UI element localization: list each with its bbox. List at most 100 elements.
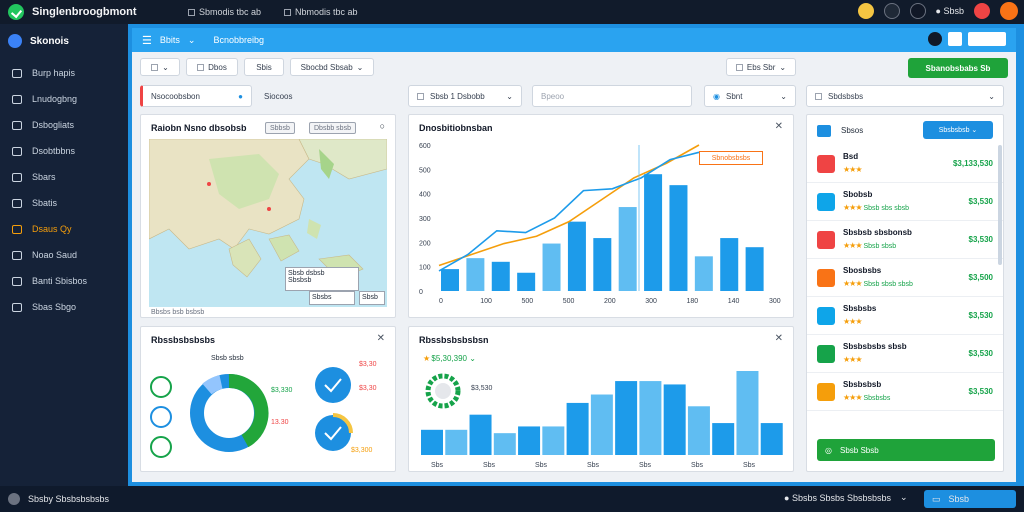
- y-tick-label: 100: [419, 265, 431, 272]
- bar: [466, 258, 485, 291]
- primary-action-button[interactable]: Sbanobsbabs Sb: [908, 58, 1008, 78]
- item-sub: ★★★: [843, 317, 862, 326]
- list-item[interactable]: Sbobsb ★★★ Sbsb sbs sbsb $3,530: [807, 183, 1003, 221]
- sidebar-item-0[interactable]: Burp hapis: [0, 62, 128, 84]
- x-tick-label: 500: [522, 298, 534, 305]
- list-item[interactable]: Sbsbsb sbsbonsb ★★★ Sbsb sbsb $3,530: [807, 221, 1003, 259]
- item-icon: [817, 193, 835, 211]
- item-icon: [817, 345, 835, 363]
- item-icon: [817, 307, 835, 325]
- close-icon[interactable]: ✕: [774, 333, 783, 344]
- calendar-icon[interactable]: [948, 32, 962, 46]
- sidebar-item-7[interactable]: Noao Saud: [0, 244, 128, 266]
- link-icon: [12, 276, 22, 286]
- sidebar-header[interactable]: Skonois: [0, 24, 128, 58]
- menu-label[interactable]: Bbits: [159, 35, 180, 45]
- list-item[interactable]: Sbsbsbsb ★★★ Sbsbsbs $3,530: [807, 373, 1003, 411]
- top-link-2[interactable]: Nbmodis tbc ab: [284, 7, 358, 17]
- chevron-down-icon: ⌄: [780, 91, 787, 101]
- sidebar-item-4[interactable]: Sbars: [0, 166, 128, 188]
- chart-icon: [12, 94, 22, 104]
- camera-icon[interactable]: [928, 32, 942, 46]
- item-name: Sbsbsb sbsbonsb: [843, 228, 912, 237]
- list-item[interactable]: Sbsbsbsbs sbsb ★★★ $3,530: [807, 335, 1003, 373]
- tab-2[interactable]: Siocoos: [264, 91, 293, 101]
- list-item[interactable]: Sbosbsbs ★★★ Sbsb sbsb sbsb $3,500: [807, 259, 1003, 297]
- item-value: $3,530: [968, 311, 993, 320]
- map-chip-2[interactable]: Dbsbb sbsb: [309, 122, 356, 134]
- doc-icon: [12, 120, 22, 130]
- sidebar-item-5[interactable]: Sbatis: [0, 192, 128, 214]
- sidebar-item-8[interactable]: Banti Sbisbos: [0, 270, 128, 292]
- filter-dropdown-2[interactable]: ◉ Sbnt ⌄: [704, 85, 796, 107]
- footer-button[interactable]: ▭ Sbsb: [924, 490, 1016, 508]
- search-input[interactable]: Bpeoo: [532, 85, 692, 107]
- bar-chart-legend[interactable]: ★ $5,30,390 ⌄: [423, 354, 476, 363]
- toolbar: ⌄ Dbos Sbis Sbocbd Sbsab ⌄ Ebs Sbr ⌄ Sba…: [132, 52, 1016, 82]
- filter-row: Nsocoobsbon ● Siocoos Sbsb 1 Dsbobb ⌄ Bpeo…: [132, 85, 1016, 109]
- top-link-1[interactable]: Sbmodis tbc ab: [188, 7, 261, 17]
- content-area: ⌄ Dbos Sbis Sbocbd Sbsab ⌄ Ebs Sbr ⌄ Sba…: [132, 52, 1016, 482]
- rating-icon: ★★★: [843, 203, 862, 212]
- bar: [421, 429, 443, 455]
- x-tick-label: Sbs: [535, 462, 548, 469]
- sidebar-item-2[interactable]: Dsbogliats: [0, 114, 128, 136]
- view-toggle-button[interactable]: ⌄: [140, 58, 180, 76]
- item-name: Sbsbsbsb: [843, 380, 882, 389]
- close-icon[interactable]: ✕: [774, 121, 783, 132]
- breadcrumb[interactable]: Bcnobbreibg: [213, 35, 264, 45]
- chevron-down-icon[interactable]: ⌄: [900, 492, 908, 502]
- user-name[interactable]: ● Sbsb: [935, 6, 964, 16]
- sidebar-item-1[interactable]: Lnudogbng: [0, 88, 128, 110]
- help-icon[interactable]: [8, 493, 20, 505]
- item-value: $3,530: [968, 235, 993, 244]
- list-item[interactable]: Bsd ★★★ $3,133,530: [807, 145, 1003, 183]
- world-map[interactable]: Sbsb dsbsb Sbsbsb Sbsbs Sbsb: [149, 139, 387, 307]
- chevron-down-icon[interactable]: ⌄: [187, 34, 196, 45]
- menu-icon[interactable]: ☰: [142, 34, 152, 47]
- x-tick-label: Sbs: [639, 462, 652, 469]
- toolbar-button-1[interactable]: Dbos: [186, 58, 238, 76]
- filter-dropdown-3[interactable]: Sbdsbsbs ⌄: [806, 85, 1004, 107]
- share-control[interactable]: [968, 32, 1006, 46]
- list-filter-pill[interactable]: Sbsbsbsb ⌄: [923, 121, 993, 139]
- emoji-icon[interactable]: [857, 3, 874, 19]
- bar-chart-value: $3,530: [471, 385, 493, 392]
- sidebar-item-6[interactable]: Dsaus Qy: [0, 218, 128, 240]
- bar-chart: Sbs Sbs Sbs Sbs Sbs Sbs Sbs: [421, 371, 783, 469]
- list-panel: Sbsos Sbsbsbsb ⌄ Bsd ★★★ $3,133,530 Sbobsb…: [806, 114, 1004, 472]
- map-chip-1[interactable]: Sbbsb: [265, 122, 295, 134]
- sidebar-item-label: Dsbogliats: [32, 120, 75, 130]
- x-tick-label: 140: [728, 298, 740, 305]
- lock-icon: [735, 63, 743, 71]
- bar: [567, 221, 586, 291]
- list-item[interactable]: Sbsbsbs ★★★ $3,530: [807, 297, 1003, 335]
- sidebar-item-9[interactable]: Sbas Sbgo: [0, 296, 128, 318]
- bar: [720, 238, 739, 291]
- tab-active[interactable]: Nsocoobsbon ●: [140, 85, 252, 107]
- toolbar-button-2[interactable]: Sbis: [244, 58, 284, 76]
- filter-dropdown-1[interactable]: Sbsb 1 Dsbobb ⌄: [408, 85, 522, 107]
- donut-value-5: $3,300: [351, 447, 373, 454]
- avatar[interactable]: [1000, 2, 1018, 20]
- scrollbar[interactable]: [998, 145, 1002, 265]
- list-panel-button[interactable]: ◎ Sbsb Sbsb: [817, 439, 995, 461]
- line-chart: 600 500 400 300 200 100 0 0 100 500 500 200 300 180 14…: [419, 143, 781, 305]
- bar: [469, 414, 492, 455]
- close-icon[interactable]: ✕: [376, 333, 385, 344]
- rating-icon: ★★★: [843, 393, 862, 402]
- toolbar-dropdown[interactable]: Sbocbd Sbsab ⌄: [290, 58, 374, 76]
- item-name: Sbosbsbs: [843, 266, 882, 275]
- refresh-icon[interactable]: ○: [379, 121, 385, 131]
- bar: [518, 426, 541, 455]
- x-tick-label: Sbs: [483, 462, 496, 469]
- alert-icon[interactable]: [974, 3, 990, 19]
- notification-icon[interactable]: [909, 3, 926, 19]
- sidebar-item-label: Lnudogbng: [32, 94, 78, 104]
- rating-icon: ★★★: [843, 279, 862, 288]
- chart-callout: Sbnobsbsbs: [699, 151, 763, 165]
- sidebar-item-3[interactable]: Dsobtbbns: [0, 140, 128, 162]
- refresh-icon[interactable]: [883, 3, 900, 19]
- toolbar-right-dropdown[interactable]: Ebs Sbr ⌄: [726, 58, 796, 76]
- x-tick-label: 100: [480, 298, 492, 305]
